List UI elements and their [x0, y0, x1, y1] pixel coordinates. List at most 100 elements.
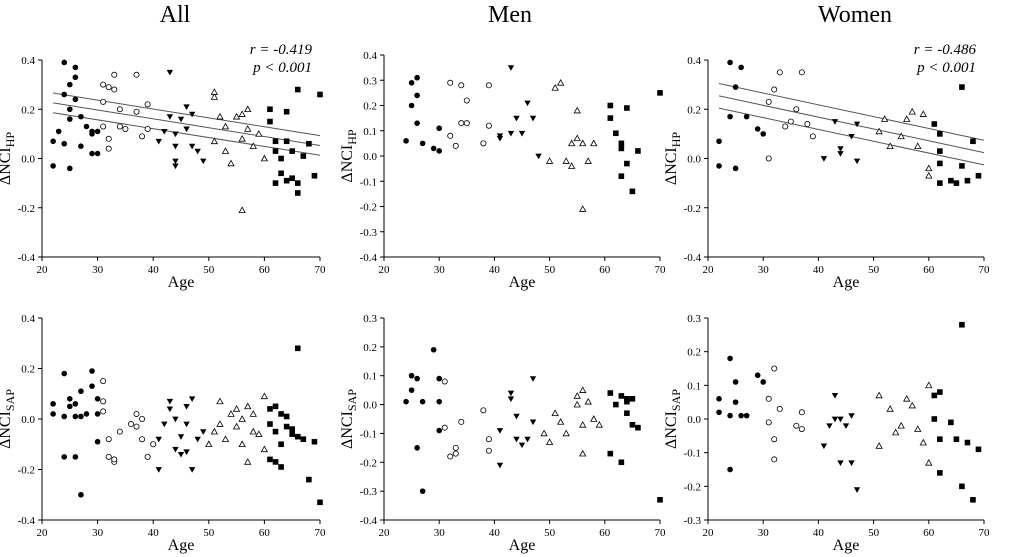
- data-point-filled-square: [289, 431, 295, 437]
- data-point-filled-circle: [430, 346, 437, 353]
- x-tick-label: 40: [813, 264, 825, 276]
- data-point-open-triangle: [216, 397, 224, 405]
- y-tick-label: 0.2: [687, 104, 701, 116]
- data-point-filled-square: [267, 456, 273, 463]
- data-point-filled-square: [959, 483, 965, 490]
- data-point-filled-circle: [94, 150, 101, 157]
- data-point-open-triangle: [227, 159, 235, 167]
- y-axis-label: ΔNCIHP: [663, 132, 683, 186]
- y-axis-label-main: ΔNCI: [663, 147, 680, 185]
- data-point-open-circle: [787, 118, 794, 125]
- data-point-open-triangle: [579, 449, 587, 457]
- data-point-open-triangle: [244, 105, 252, 113]
- y-tick-label: 0.2: [21, 364, 35, 376]
- data-point-filled-square: [937, 389, 943, 395]
- x-axis-label: Age: [168, 537, 195, 554]
- x-tick-label: 70: [655, 264, 667, 276]
- data-point-open-circle: [441, 424, 448, 431]
- x-tick-label: 20: [37, 264, 49, 276]
- data-point-open-circle: [105, 84, 112, 91]
- data-point-filled-square: [635, 148, 641, 154]
- data-point-open-circle: [116, 106, 123, 113]
- data-point-filled-circle: [72, 413, 79, 420]
- data-point-open-circle: [458, 82, 465, 89]
- y-axis-label-main: ΔNCI: [663, 411, 680, 449]
- data-point-filled-circle: [50, 411, 56, 417]
- data-point-filled-triangle: [837, 460, 844, 466]
- data-point-open-circle: [776, 405, 783, 412]
- data-point-open-circle: [116, 428, 123, 435]
- data-point-open-triangle: [249, 427, 257, 435]
- y-tick-label: 0.4: [363, 50, 377, 62]
- data-point-filled-square: [657, 90, 663, 96]
- x-axis-label: Age: [833, 537, 860, 554]
- data-point-open-triangle: [540, 429, 548, 437]
- data-point-filled-square: [937, 470, 943, 476]
- y-tick-label: 0.1: [363, 371, 377, 383]
- data-point-filled-square: [278, 170, 284, 177]
- data-point-filled-circle: [61, 59, 68, 66]
- data-point-filled-triangle: [837, 146, 844, 152]
- data-point-filled-square: [959, 84, 965, 90]
- data-point-filled-square: [629, 396, 636, 402]
- data-point-filled-triangle: [155, 138, 162, 145]
- data-point-filled-circle: [50, 401, 56, 407]
- data-point-filled-circle: [436, 398, 443, 405]
- x-tick-label: 30: [434, 264, 446, 276]
- data-point-filled-circle: [50, 163, 56, 169]
- x-tick-label: 70: [979, 527, 991, 539]
- data-point-filled-circle: [732, 165, 739, 172]
- data-point-open-circle: [100, 123, 107, 130]
- x-tick-label: 70: [315, 264, 327, 276]
- data-point-filled-square: [283, 108, 290, 115]
- data-point-open-triangle: [568, 162, 576, 169]
- data-point-open-triangle: [914, 425, 922, 432]
- y-axis-label-main: ΔNCI: [339, 411, 356, 449]
- data-point-open-triangle: [210, 427, 219, 435]
- data-point-filled-square: [618, 145, 625, 152]
- data-point-filled-triangle: [524, 436, 531, 443]
- data-point-filled-square: [629, 188, 636, 195]
- y-axis-label-subscript: HP: [345, 129, 359, 145]
- data-point-open-triangle: [249, 410, 257, 417]
- data-point-filled-circle: [61, 140, 68, 147]
- data-point-filled-circle: [78, 113, 84, 120]
- data-point-filled-circle: [743, 412, 750, 419]
- regression-line: [53, 102, 321, 146]
- data-point-filled-triangle: [529, 376, 537, 382]
- y-tick-label: 0.3: [363, 75, 377, 87]
- data-point-filled-circle: [89, 131, 95, 137]
- y-axis-label: ΔNCISAP: [663, 389, 683, 449]
- y-tick-label: -0.2: [18, 203, 35, 215]
- data-point-filled-circle: [408, 79, 415, 86]
- data-point-open-triangle: [216, 112, 224, 120]
- data-point-filled-square: [613, 130, 619, 137]
- data-point-filled-circle: [83, 123, 90, 130]
- data-point-filled-square: [624, 396, 630, 402]
- confidence-band-upper: [718, 83, 985, 141]
- data-point-filled-circle: [67, 106, 73, 113]
- data-point-filled-circle: [419, 140, 426, 147]
- data-point-filled-square: [267, 406, 273, 412]
- chart-title: All: [160, 2, 191, 28]
- data-point-filled-square: [607, 390, 614, 396]
- y-tick-label: 0.2: [363, 342, 377, 354]
- data-point-filled-circle: [408, 372, 415, 379]
- y-tick-label: 0.3: [687, 313, 701, 325]
- data-point-filled-triangle: [507, 390, 515, 397]
- data-point-filled-circle: [78, 388, 84, 395]
- chart-title: Women: [818, 2, 892, 28]
- data-point-filled-circle: [83, 411, 90, 417]
- data-point-filled-square: [953, 180, 960, 186]
- data-point-open-triangle: [545, 438, 554, 445]
- data-point-filled-triangle: [831, 119, 839, 125]
- data-point-filled-circle: [408, 102, 415, 109]
- data-point-open-triangle: [579, 386, 587, 393]
- data-point-filled-triangle: [166, 398, 174, 405]
- data-point-open-circle: [765, 419, 772, 426]
- data-point-open-triangle: [227, 410, 235, 417]
- data-point-open-triangle: [590, 139, 598, 147]
- data-point-filled-circle: [436, 375, 443, 382]
- chart-panel-hp_all: All 20 30 40 50 60 70 -0.4 -0.2 0.0 0.2 0.4 Age ΔNCIH…: [0, 2, 326, 291]
- data-point-open-circle: [133, 423, 140, 430]
